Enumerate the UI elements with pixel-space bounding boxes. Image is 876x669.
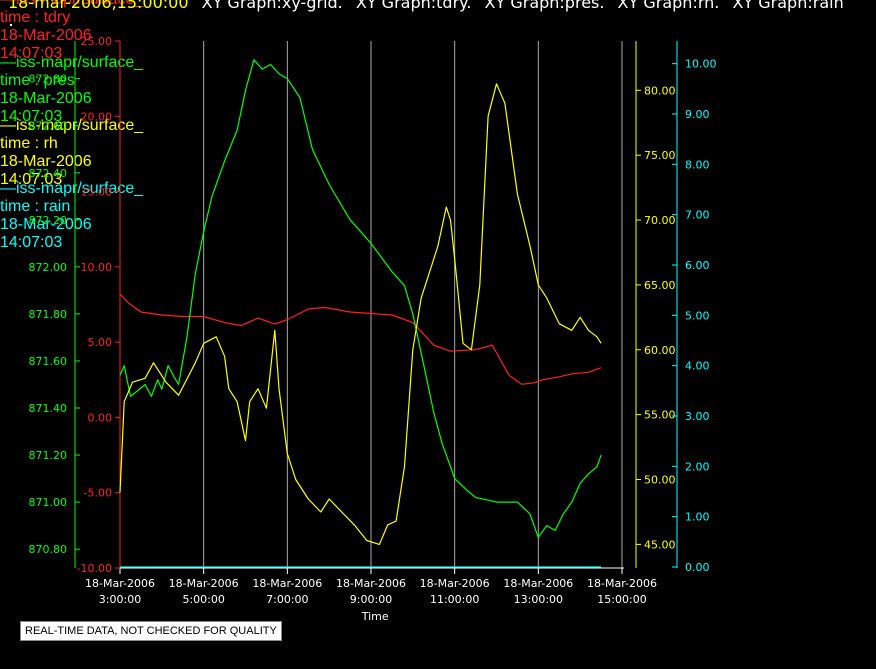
rh-tick-label-2: 55.00 bbox=[644, 409, 676, 422]
xy-graph: 18-Mar-2006 3:00:00 18-Mar-2006 5:00:00 18-M… bbox=[29, 35, 717, 623]
tdry-tick-label-2: 0.00 bbox=[88, 411, 113, 424]
pres-tick-label-8: 872.40 bbox=[29, 167, 68, 180]
x-tick-time-1: 5:00:00 bbox=[182, 593, 224, 606]
rain-tick-label-10: 10.00 bbox=[685, 58, 717, 71]
tdry-tick-label-6: 20.00 bbox=[81, 110, 113, 123]
x-tick-date-6: 18-Mar-2006 bbox=[587, 577, 657, 590]
x-tick-time-6: 15:00:00 bbox=[597, 593, 646, 606]
rh-tick-label-7: 80.00 bbox=[644, 84, 676, 97]
pres-tick-label-5: 871.80 bbox=[29, 308, 68, 321]
legend-name: —iss-mapr/surface_ bbox=[0, 0, 876, 9]
x-tick-time-3: 9:00:00 bbox=[350, 593, 392, 606]
rain-tick-label-5: 5.00 bbox=[685, 309, 710, 322]
title-rh: XY Graph:rh. bbox=[617, 0, 720, 12]
title-tdry: XY Graph:tdry. bbox=[355, 0, 472, 12]
legend-entry-pres: —iss-mapr/surface_ time : pres 18-Mar-2006… bbox=[0, 54, 876, 126]
corner-dot bbox=[10, 24, 12, 26]
pres-tick-label-3: 871.40 bbox=[29, 402, 68, 415]
rain-tick-label-1: 1.00 bbox=[685, 511, 710, 524]
x-tick-date-4: 18-Mar-2006 bbox=[420, 577, 490, 590]
pres-tick-label-10: 872.80 bbox=[29, 73, 68, 86]
rain-tick-label-6: 6.00 bbox=[685, 259, 710, 272]
rain-tick-label-7: 7.00 bbox=[685, 209, 710, 222]
rh-tick-label-4: 65.00 bbox=[644, 279, 676, 292]
tdry-tick-label-4: 10.00 bbox=[81, 261, 113, 274]
legend-date: 18-Mar-2006 bbox=[0, 90, 92, 107]
series-tdry bbox=[119, 293, 602, 385]
rain-tick-label-4: 4.00 bbox=[685, 360, 710, 373]
quality-disclaimer: REAL-TIME DATA, NOT CHECKED FOR QUALITY bbox=[20, 621, 282, 641]
tdry-tick-label-1: -5.00 bbox=[84, 487, 112, 500]
x-tick-time-0: 3:00:00 bbox=[99, 593, 141, 606]
title-xy-grid: XY Graph:xy-grid. bbox=[201, 0, 343, 12]
tdry-tick-label-0: -10.00 bbox=[77, 562, 112, 575]
legend: —iss-mapr/surface_time : tdry18-Mar-2006… bbox=[0, 0, 876, 252]
legend-time: 14:07:03 bbox=[0, 45, 63, 62]
series-rh bbox=[119, 83, 602, 546]
x-tick-time-5: 13:00:00 bbox=[514, 593, 563, 606]
legend-entry-tdry: —iss-mapr/surface_time : tdry18-Mar-2006… bbox=[0, 0, 876, 63]
graph-title-bar: 18-mar-2006,15:00:00 XY Graph:xy-grid. X… bbox=[0, 0, 876, 15]
x-tick-date-5: 18-Mar-2006 bbox=[503, 577, 573, 590]
legend-var: time : rain bbox=[0, 198, 71, 215]
legend-entry-rain: —iss-mapr/surface_ time : rain 18-Mar-2006… bbox=[0, 180, 876, 252]
legend-var: time : pres bbox=[0, 72, 75, 89]
x-tick-date-3: 18-Mar-2006 bbox=[336, 577, 406, 590]
legend-date: 18-Mar-2006 bbox=[0, 27, 92, 44]
pres-tick-label-9: 872.60 bbox=[29, 120, 68, 133]
rh-tick-label-3: 60.00 bbox=[644, 344, 676, 357]
x-axis-label: Time bbox=[361, 610, 389, 623]
series-pres bbox=[119, 59, 602, 539]
legend-date: 18-Mar-2006 bbox=[0, 153, 92, 170]
legend-var: time : rh bbox=[0, 135, 58, 152]
pres-tick-label-7: 872.20 bbox=[29, 214, 68, 227]
tdry-tick-label-5: 15.00 bbox=[81, 186, 113, 199]
pres-tick-label-6: 872.00 bbox=[29, 261, 68, 274]
legend-var: time : tdry bbox=[0, 9, 71, 26]
legend-name: —iss-mapr/surface_ bbox=[0, 117, 144, 134]
rain-tick-label-8: 8.00 bbox=[685, 158, 710, 171]
rh-tick-label-6: 75.00 bbox=[644, 149, 676, 162]
legend-entry-rh: —iss-mapr/surface_ time : rh 18-Mar-2006 14… bbox=[0, 117, 876, 189]
legend-name: —iss-mapr/surface_ bbox=[0, 54, 144, 71]
rh-tick-label-5: 70.00 bbox=[644, 214, 676, 227]
legend-date: 18-Mar-2006 bbox=[0, 216, 92, 233]
rain-tick-label-2: 2.00 bbox=[685, 460, 710, 473]
pres-tick-label-4: 871.60 bbox=[29, 355, 68, 368]
title-pres: XY Graph:pres. bbox=[484, 0, 605, 12]
rh-tick-label-1: 50.00 bbox=[644, 474, 676, 487]
timestamp: 18-mar-2006,15:00:00 bbox=[8, 0, 189, 12]
pres-tick-label-2: 871.20 bbox=[29, 449, 68, 462]
rh-tick-label-0: 45.00 bbox=[644, 538, 676, 551]
x-tick-date-0: 18-Mar-2006 bbox=[85, 577, 155, 590]
pres-tick-label-1: 871.00 bbox=[29, 496, 68, 509]
tdry-tick-label-7: 25.00 bbox=[81, 35, 113, 48]
legend-time: 14:07:03 bbox=[0, 108, 63, 125]
x-tick-time-2: 7:00:00 bbox=[266, 593, 308, 606]
rain-tick-label-0: 0.00 bbox=[685, 561, 710, 574]
pres-tick-label-0: 870.80 bbox=[29, 543, 68, 556]
tdry-tick-label-3: 5.00 bbox=[88, 336, 113, 349]
title-rain: XY Graph:rain bbox=[732, 0, 844, 12]
legend-time: 14:07:03 bbox=[0, 171, 63, 188]
x-tick-time-4: 11:00:00 bbox=[430, 593, 479, 606]
rain-tick-label-3: 3.00 bbox=[685, 410, 710, 423]
legend-time: 14:07:03 bbox=[0, 234, 63, 251]
x-tick-date-1: 18-Mar-2006 bbox=[169, 577, 239, 590]
rain-tick-label-9: 9.00 bbox=[685, 108, 710, 121]
legend-name: —iss-mapr/surface_ bbox=[0, 180, 144, 197]
x-tick-date-2: 18-Mar-2006 bbox=[252, 577, 322, 590]
